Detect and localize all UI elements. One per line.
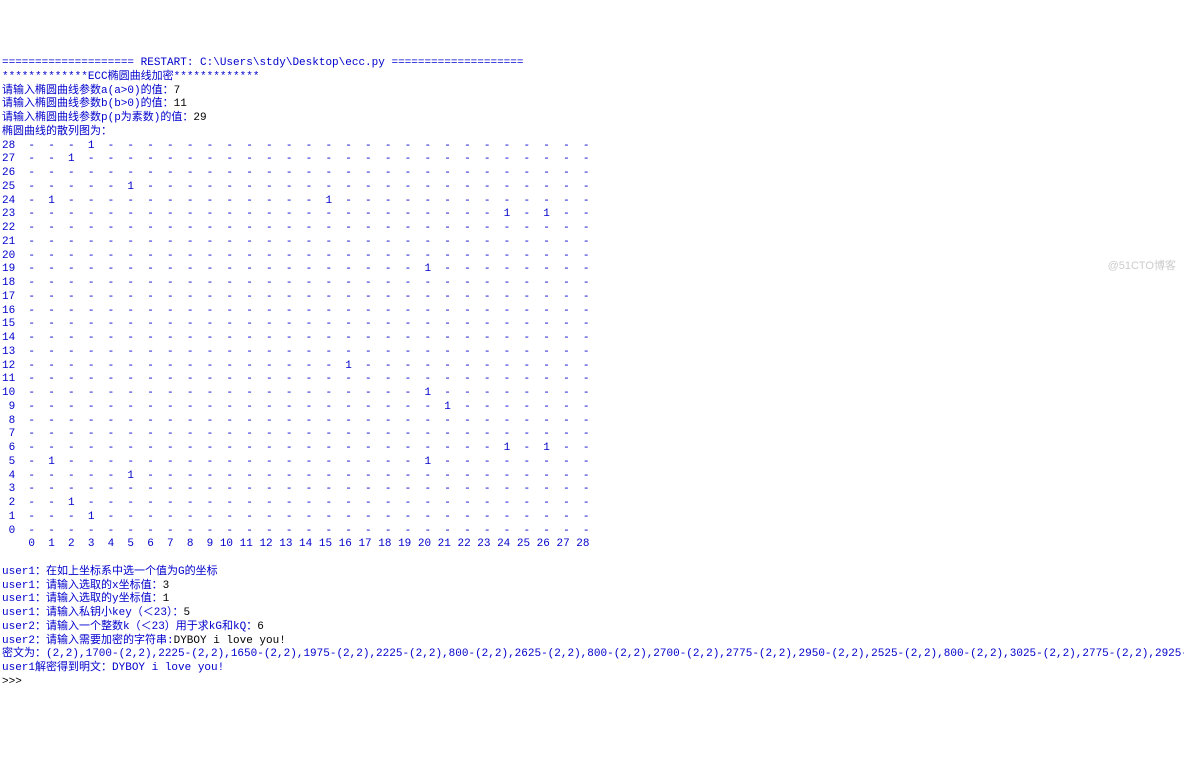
restart-line: ==================== RESTART: C:\Users\s… [2, 57, 524, 69]
user2-val-k: 6 [257, 621, 264, 633]
plain-label: user1解密得到明文： [2, 662, 112, 674]
console-output: ==================== RESTART: C:\Users\s… [2, 57, 1182, 690]
prompt-cursor[interactable]: >>> [2, 676, 28, 688]
user2-prompt-k: user2：请输入一个整数k（＜23）用于求kG和kQ： [2, 621, 257, 633]
user2-val-str: DYBOY i love you! [174, 635, 286, 647]
user1-prompt-g: user1：在如上坐标系中选一个值为G的坐标 [2, 566, 218, 578]
val-a: 7 [174, 85, 181, 97]
cipher-label: 密文为： [2, 648, 46, 660]
user1-prompt-x: user1：请输入选取的x坐标值： [2, 580, 163, 592]
cipher-value: (2,2),1700-(2,2),2225-(2,2),1650-(2,2),1… [46, 648, 1184, 660]
prompt-b: 请输入椭圆曲线参数b(b>0)的值： [2, 98, 174, 110]
user1-prompt-y: user1：请输入选取的y坐标值： [2, 593, 163, 605]
xaxis: 0 1 2 3 4 5 6 7 8 9 10 11 12 13 14 15 16… [2, 538, 590, 550]
user1-val-y: 1 [163, 593, 170, 605]
user1-val-key: 5 [184, 607, 191, 619]
watermark: @51CTO博客 [1108, 260, 1176, 274]
scatter-grid: 28 - - - 1 - - - - - - - - - - - - - - -… [2, 140, 590, 537]
user1-val-x: 3 [163, 580, 170, 592]
val-b: 11 [174, 98, 187, 110]
scatter-title: 椭圆曲线的散列图为： [2, 126, 112, 138]
prompt-a: 请输入椭圆曲线参数a(a>0)的值： [2, 85, 174, 97]
user2-prompt-str: user2：请输入需要加密的字符串: [2, 635, 174, 647]
banner: *************ECC椭圆曲线加密************* [2, 71, 259, 83]
val-p: 29 [193, 112, 206, 124]
prompt-p: 请输入椭圆曲线参数p(p为素数)的值： [2, 112, 193, 124]
plain-value: DYBOY i love you! [112, 662, 224, 674]
user1-prompt-key: user1：请输入私钥小key（＜23）： [2, 607, 184, 619]
